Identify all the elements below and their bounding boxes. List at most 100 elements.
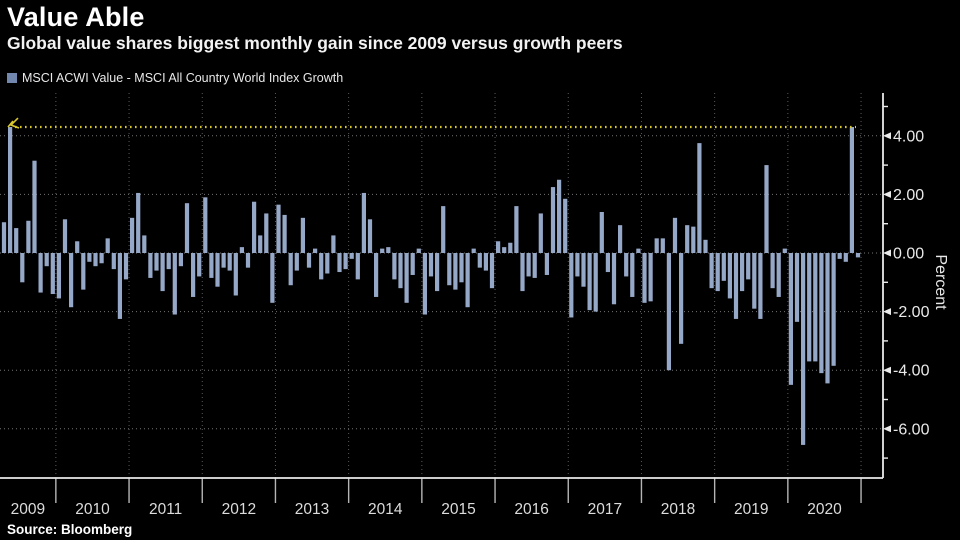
bar-2017-07 [605, 253, 610, 273]
bar-2010-03 [69, 253, 74, 308]
bar-2020-03 [801, 253, 806, 445]
bar-2019-09 [764, 165, 769, 253]
year-label: 2019 [734, 501, 768, 518]
legend-swatch [7, 73, 17, 83]
bar-2013-08 [319, 253, 324, 280]
bar-2010-09 [105, 238, 110, 253]
source-attribution: Source: Bloomberg [7, 522, 133, 537]
bar-2015-05 [447, 253, 452, 286]
page-subtitle: Global value shares biggest monthly gain… [7, 33, 623, 53]
y-axis-tick-label: 2.00 [893, 187, 924, 204]
y-axis-major-tick [883, 190, 891, 198]
bar-2014-07 [386, 247, 391, 253]
y-axis-tick-label: 0.00 [893, 246, 924, 263]
bar-2010-11 [117, 253, 122, 319]
bar-2011-04 [148, 253, 153, 278]
bar-2018-12 [709, 253, 714, 289]
bar-2016-10 [550, 187, 556, 253]
bar-2013-03 [288, 253, 293, 286]
bar-2010-12 [123, 253, 129, 280]
bar-2015-10 [477, 253, 482, 268]
bar-2016-11 [557, 179, 562, 253]
bar-2009-04 [1, 222, 7, 253]
bar-2014-04 [367, 219, 373, 253]
bar-2019-07 [752, 253, 757, 309]
year-label: 2020 [807, 501, 842, 518]
bar-2010-05 [81, 253, 86, 290]
bar-2020-07 [825, 253, 830, 384]
bar-2014-05 [374, 253, 379, 297]
bar-2013-02 [282, 214, 287, 253]
bar-2019-08 [758, 253, 763, 319]
year-label: 2010 [75, 501, 110, 518]
bar-2013-04 [294, 253, 299, 271]
year-label: 2017 [588, 501, 622, 518]
bar-2015-11 [483, 253, 488, 271]
bar-2009-09 [32, 160, 37, 253]
legend: MSCI ACWI Value - MSCI All Country World… [7, 71, 343, 85]
bar-2011-02 [136, 192, 141, 253]
y-axis-major-tick [883, 308, 891, 316]
bar-2011-09 [178, 253, 183, 267]
bar-2020-12 [855, 253, 861, 258]
bar-2012-01 [203, 197, 208, 253]
bar-2014-10 [404, 253, 409, 303]
bar-2016-12 [563, 198, 568, 253]
bar-2009-10 [38, 253, 43, 293]
bar-2015-03 [435, 253, 440, 292]
bar-2018-06 [672, 217, 678, 253]
bar-2009-11 [44, 253, 49, 267]
bar-2014-06 [380, 248, 385, 253]
bar-2011-05 [154, 253, 159, 271]
bar-2011-11 [191, 253, 196, 297]
bar-2009-06 [14, 228, 19, 253]
year-label: 2016 [514, 501, 548, 518]
bar-2017-11 [630, 253, 635, 297]
bar-2011-01 [130, 217, 135, 253]
bar-2016-04 [514, 206, 519, 253]
record-reference-arrow [7, 117, 20, 129]
bar-2010-06 [87, 253, 92, 262]
bar-2014-02 [355, 253, 360, 280]
bar-2016-06 [526, 253, 531, 277]
bar-2010-04 [75, 241, 80, 253]
bar-2019-11 [776, 253, 781, 297]
bar-2017-02 [575, 253, 580, 277]
bar-2016-02 [502, 247, 507, 253]
bar-2011-06 [160, 253, 165, 292]
bar-2011-07 [166, 253, 171, 270]
bar-2015-04 [441, 206, 446, 253]
bar-2012-02 [209, 253, 214, 278]
bar-2014-08 [392, 253, 397, 280]
bar-2012-03 [215, 253, 220, 287]
bar-2016-03 [508, 242, 513, 253]
bar-2014-03 [361, 192, 366, 253]
bar-2018-09 [691, 226, 696, 253]
bar-2019-12 [782, 248, 787, 253]
bar-2013-10 [331, 235, 336, 253]
bar-2018-02 [648, 253, 653, 302]
bar-2020-01 [788, 253, 793, 385]
bar-2020-04 [807, 253, 812, 362]
bar-2016-07 [532, 253, 537, 278]
year-label: 2018 [661, 501, 695, 518]
bar-2013-06 [306, 253, 312, 268]
bar-2017-01 [569, 253, 574, 318]
y-axis-major-tick [883, 249, 891, 257]
y-axis-title: Percent [932, 254, 949, 310]
bar-2009-12 [50, 253, 55, 295]
bar-2020-06 [819, 253, 824, 374]
bar-2012-08 [245, 253, 251, 268]
bar-2019-03 [727, 253, 732, 299]
y-axis-tick-label: -6.00 [893, 421, 930, 438]
bar-2016-08 [538, 213, 543, 253]
bar-2014-01 [349, 253, 354, 259]
bar-2020-11 [849, 127, 854, 253]
bar-2017-03 [581, 253, 586, 287]
bar-2018-03 [654, 238, 659, 253]
bar-2010-10 [111, 253, 116, 270]
legend-label: MSCI ACWI Value - MSCI All Country World… [22, 71, 344, 85]
bar-2015-06 [453, 253, 458, 290]
bar-2011-03 [142, 235, 147, 253]
year-label: 2011 [149, 501, 182, 518]
